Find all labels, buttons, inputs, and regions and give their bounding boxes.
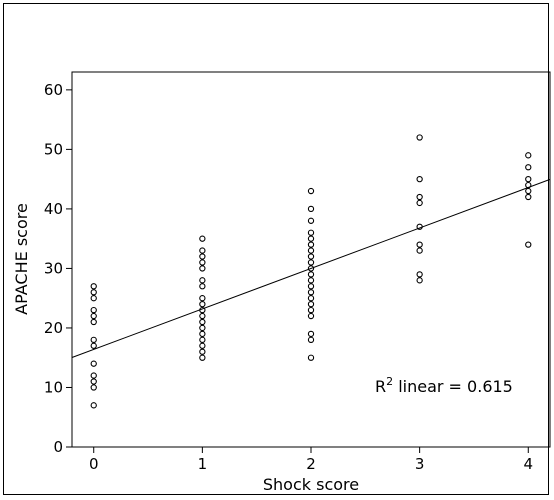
data-point <box>199 318 206 326</box>
data-point <box>525 187 532 195</box>
y-axis: 0 10 20 30 40 50 60 <box>44 81 72 456</box>
x-tick-label: 0 <box>89 455 99 473</box>
regression-line <box>71 178 551 358</box>
data-point <box>199 312 206 320</box>
data-point <box>307 300 315 308</box>
x-axis-title: Shock score <box>263 475 359 494</box>
data-point <box>199 354 206 361</box>
data-point <box>307 235 315 242</box>
data-point <box>307 265 315 272</box>
data-point <box>199 295 206 302</box>
data-point <box>307 306 315 314</box>
x-axis: 0 1 2 3 4 <box>89 447 533 473</box>
data-point <box>525 193 532 201</box>
data-point <box>416 277 423 284</box>
data-point <box>90 312 97 320</box>
data-point <box>199 342 206 349</box>
data-point <box>90 342 97 349</box>
data-point <box>199 324 206 332</box>
r-squared-suffix: linear = 0.615 <box>393 377 513 396</box>
data-point <box>199 330 206 338</box>
data-point <box>416 271 423 278</box>
data-point <box>416 247 423 254</box>
data-point <box>199 235 206 242</box>
data-point <box>90 402 97 409</box>
data-point <box>90 306 97 314</box>
data-point <box>199 259 206 266</box>
data-point <box>199 336 206 344</box>
data-point <box>199 265 206 272</box>
data-point <box>307 330 315 338</box>
data-point <box>525 164 532 171</box>
data-point <box>525 152 532 159</box>
data-point <box>416 175 423 183</box>
data-point <box>307 229 315 236</box>
y-tick-label: 60 <box>44 81 63 99</box>
data-point <box>90 295 97 302</box>
data-point <box>525 175 532 183</box>
data-point <box>90 360 97 367</box>
data-point <box>525 181 532 189</box>
data-point <box>307 271 315 278</box>
data-point <box>90 289 97 296</box>
data-point <box>307 253 315 260</box>
x-tick-label: 1 <box>198 455 208 473</box>
data-point <box>199 300 206 308</box>
data-point <box>90 378 97 385</box>
data-point <box>307 217 315 224</box>
y-tick-label: 0 <box>53 438 63 456</box>
chart-frame <box>3 3 549 495</box>
data-point <box>307 289 315 296</box>
data-point <box>90 283 97 290</box>
data-point <box>307 312 315 320</box>
data-point <box>199 253 206 260</box>
data-point <box>307 259 315 266</box>
data-point <box>90 372 97 379</box>
data-point <box>307 187 315 195</box>
data-point <box>90 318 97 326</box>
data-point <box>199 283 206 290</box>
y-tick-label: 10 <box>44 378 63 396</box>
y-tick-label: 30 <box>44 259 63 277</box>
data-point <box>90 384 97 391</box>
data-point <box>307 247 315 254</box>
data-point <box>307 336 315 344</box>
data-point <box>416 134 423 141</box>
y-axis-title: APACHE score <box>12 203 31 315</box>
data-point <box>307 241 315 248</box>
data-point <box>199 247 206 254</box>
data-point <box>90 336 97 344</box>
data-point <box>416 193 423 201</box>
data-point <box>416 223 423 230</box>
r-squared-superscript: 2 <box>386 375 393 388</box>
data-point <box>307 205 315 213</box>
data-point <box>199 348 206 355</box>
data-point <box>416 241 423 248</box>
data-point <box>416 199 423 207</box>
data-point <box>307 295 315 302</box>
x-tick-label: 3 <box>415 455 425 473</box>
data-point <box>525 241 532 248</box>
r-squared-prefix: R <box>375 377 386 396</box>
data-point <box>199 277 206 284</box>
data-points <box>90 134 532 409</box>
data-point <box>307 277 315 284</box>
y-tick-label: 50 <box>44 140 63 158</box>
x-tick-label: 2 <box>306 455 316 473</box>
data-point <box>199 306 206 314</box>
data-point <box>307 283 315 290</box>
y-tick-label: 20 <box>44 319 63 337</box>
data-point <box>307 354 315 361</box>
r-squared-annotation: R2 linear = 0.615 <box>375 375 513 396</box>
x-tick-label: 4 <box>523 455 533 473</box>
y-tick-label: 40 <box>44 200 63 218</box>
